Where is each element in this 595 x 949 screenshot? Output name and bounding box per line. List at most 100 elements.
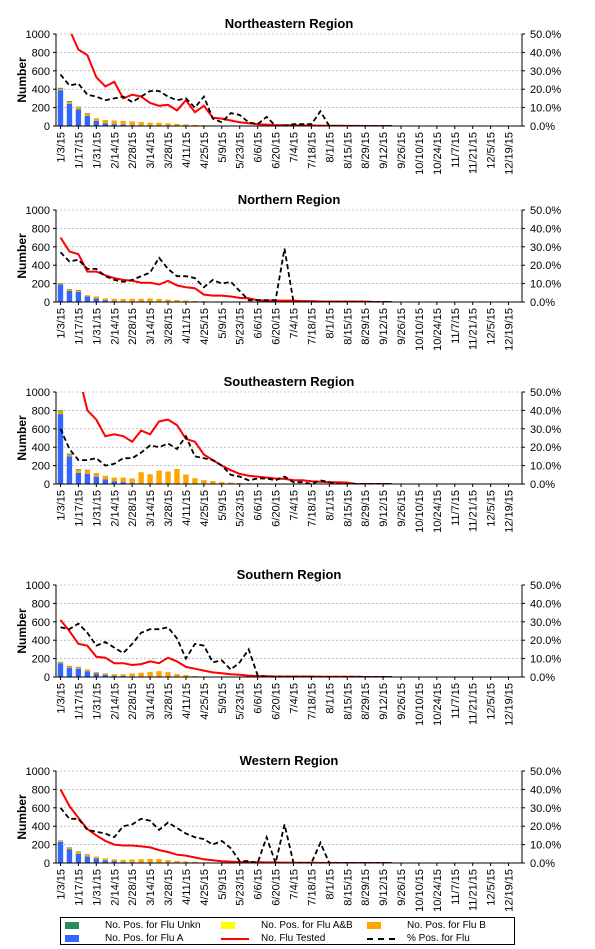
bar-flu-a — [93, 858, 100, 863]
x-tick-label: 12/5/15 — [486, 308, 498, 345]
bar-flu-b — [57, 283, 64, 285]
chart-4: Western Region 0 0.0% 200 10.0% 400 20.0% 600 30… — [15, 753, 561, 912]
y-tick-label: 800 — [32, 405, 50, 417]
bar-flu-a — [111, 481, 117, 484]
chart-1: Northern Region 0 0.0% 200 10.0% 400 20.0% 600 3… — [15, 192, 561, 351]
bar-flu-b — [75, 107, 82, 110]
bar-flu-unkn — [75, 469, 82, 471]
legend-line-flu-tested — [221, 938, 249, 940]
bar-flu-b — [174, 468, 180, 484]
y-axis-label: Number — [15, 794, 29, 840]
x-tick-label: 3/14/15 — [145, 869, 157, 906]
y2-tick-label: 10.0% — [530, 461, 561, 473]
bar-flu-b — [84, 470, 91, 474]
bar-flu-b — [111, 298, 117, 302]
series-line-pct-pos — [60, 622, 393, 677]
x-tick-label: 2/14/15 — [109, 869, 121, 906]
x-tick-label: 3/28/15 — [163, 683, 175, 720]
x-tick-label: 9/26/15 — [396, 683, 408, 720]
bar-flu-a — [66, 849, 73, 863]
bar-flu-b — [75, 470, 82, 473]
x-tick-label: 10/10/15 — [414, 490, 426, 533]
bar-flu-b — [102, 858, 108, 861]
bar-flu-b — [192, 478, 198, 484]
y-tick-label: 1000 — [26, 766, 50, 778]
y-tick-label: 400 — [32, 260, 50, 272]
x-tick-label: 3/28/15 — [163, 132, 175, 169]
bar-flu-a — [57, 663, 64, 677]
y2-tick-label: 0.0% — [530, 672, 555, 684]
bar-flu-a — [93, 298, 100, 302]
bar-flu-b — [93, 671, 100, 674]
x-tick-label: 11/7/15 — [450, 683, 462, 719]
chart-title: Southeastern Region — [224, 374, 355, 389]
chart-title: Northeastern Region — [225, 16, 354, 31]
x-tick-label: 11/21/15 — [468, 869, 480, 911]
bar-flu-a — [57, 841, 64, 863]
x-tick-label: 6/6/15 — [253, 308, 265, 339]
bar-flu-b — [156, 671, 162, 677]
x-tick-label: 8/29/15 — [360, 132, 372, 169]
x-tick-label: 11/7/15 — [450, 132, 462, 168]
x-tick-label: 9/12/15 — [378, 308, 390, 345]
x-tick-label: 1/3/15 — [55, 683, 67, 714]
series-line-flu-tested — [70, 34, 393, 126]
bar-flu-a — [84, 296, 91, 302]
bar-flu-a — [66, 103, 73, 126]
bar-flu-b — [174, 674, 180, 677]
series-line-pct-pos — [59, 73, 393, 126]
chart-2: Southeastern Region 0 0.0% 200 10.0% 400 20.0%… — [15, 374, 561, 533]
y-tick-label: 200 — [32, 654, 50, 666]
x-tick-label: 7/4/15 — [288, 490, 300, 521]
x-tick-label: 6/6/15 — [253, 132, 265, 163]
y2-tick-label: 20.0% — [530, 84, 561, 96]
x-tick-label: 8/29/15 — [360, 490, 372, 527]
bar-flu-b — [147, 858, 153, 863]
legend-swatch-flu-ab — [221, 922, 235, 929]
bar-flu-b — [66, 454, 73, 457]
x-tick-label: 12/5/15 — [486, 869, 498, 906]
x-tick-label: 2/14/15 — [109, 308, 121, 345]
bar-flu-b — [183, 861, 189, 863]
x-tick-label: 8/15/15 — [342, 132, 354, 169]
bar-flu-b — [120, 859, 126, 863]
x-tick-label: 3/28/15 — [163, 490, 175, 527]
y-tick-label: 600 — [32, 424, 50, 436]
x-tick-label: 6/20/15 — [271, 869, 283, 906]
bar-flu-a — [111, 861, 117, 863]
bar-flu-a — [102, 123, 108, 126]
bar-flu-b — [75, 290, 82, 292]
x-tick-label: 8/15/15 — [342, 683, 354, 720]
x-tick-label: 1/17/15 — [73, 308, 85, 345]
x-tick-label: 1/31/15 — [91, 308, 103, 345]
bar-flu-a — [75, 291, 82, 302]
bar-flu-a — [93, 120, 100, 126]
x-tick-label: 5/23/15 — [235, 683, 247, 720]
x-tick-label: 10/24/15 — [432, 490, 444, 533]
bar-flu-a — [57, 414, 64, 484]
bar-flu-b — [219, 482, 225, 484]
legend: No. Pos. for Flu Unkn No. Pos. for Flu A… — [60, 917, 515, 945]
bar-flu-b — [201, 480, 207, 484]
bar-flu-b — [129, 298, 135, 302]
bar-flu-a — [66, 290, 73, 302]
x-tick-label: 6/6/15 — [253, 683, 265, 714]
legend-label-flu-tested: No. Flu Tested — [261, 933, 326, 944]
y2-tick-label: 50.0% — [530, 766, 561, 778]
bar-flu-b — [129, 673, 135, 677]
y-tick-label: 0 — [44, 479, 50, 491]
x-tick-label: 6/20/15 — [271, 132, 283, 169]
x-tick-label: 8/1/15 — [324, 683, 336, 714]
x-tick-label: 8/15/15 — [342, 308, 354, 345]
x-tick-label: 3/14/15 — [145, 132, 157, 169]
x-tick-label: 5/9/15 — [217, 869, 229, 900]
bar-flu-b — [183, 674, 189, 677]
x-tick-label: 12/19/15 — [504, 683, 516, 726]
y2-tick-label: 0.0% — [530, 121, 555, 133]
bar-flu-b — [57, 88, 64, 91]
x-tick-label: 9/12/15 — [378, 490, 390, 527]
x-tick-label: 12/19/15 — [504, 308, 516, 351]
x-tick-label: 2/28/15 — [127, 490, 139, 527]
bar-flu-b — [192, 675, 198, 677]
bar-flu-b — [102, 298, 108, 301]
